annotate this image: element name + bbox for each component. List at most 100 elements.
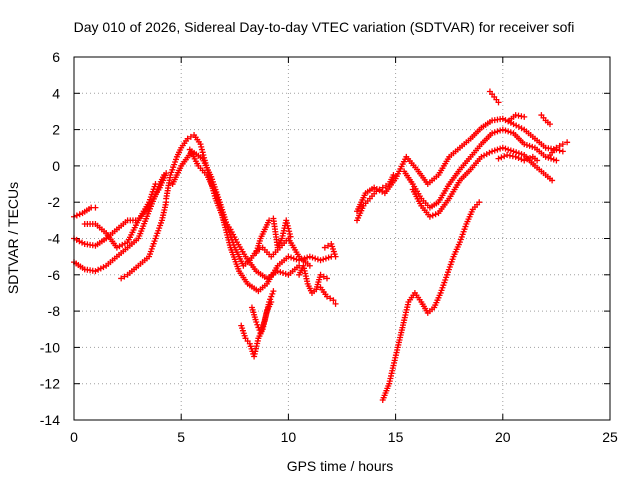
data-point <box>494 128 501 135</box>
data-point <box>491 129 498 136</box>
data-point <box>518 151 525 158</box>
data-point <box>286 230 293 237</box>
data-point <box>76 211 83 218</box>
data-point <box>163 170 170 177</box>
data-point <box>92 204 99 211</box>
y-tick-label: -14 <box>40 412 60 428</box>
series-track-23 <box>506 112 528 124</box>
data-point <box>268 293 275 300</box>
data-point <box>523 142 530 149</box>
data-point <box>489 148 496 155</box>
series-track-13 <box>317 284 339 307</box>
data-point <box>499 126 506 133</box>
series-track-1 <box>71 204 99 220</box>
series-track-18 <box>409 144 556 220</box>
series-track-15 <box>354 115 566 215</box>
data-point <box>548 155 555 162</box>
data-point <box>505 128 512 135</box>
data-point <box>198 146 205 153</box>
data-point <box>373 188 380 195</box>
series-track-12 <box>296 262 330 296</box>
data-point <box>306 262 313 269</box>
data-point <box>254 321 261 328</box>
data-point <box>121 273 128 280</box>
data-point <box>529 143 536 150</box>
data-point <box>507 129 514 136</box>
data-point <box>73 212 80 219</box>
y-tick-label: 0 <box>52 158 60 174</box>
series-track-17 <box>401 126 560 211</box>
data-point <box>285 253 292 260</box>
series-track-4 <box>81 170 170 251</box>
series-track-21 <box>495 152 541 164</box>
data-point <box>287 233 294 240</box>
series-track-10 <box>248 288 277 336</box>
data-point <box>317 257 324 264</box>
data-point <box>304 254 311 261</box>
data-point <box>270 288 277 295</box>
data-point <box>266 217 273 224</box>
data-point <box>290 255 297 262</box>
series-track-20 <box>486 88 502 106</box>
data-point <box>521 157 528 164</box>
y-tick-label: 4 <box>52 85 60 101</box>
series-track-11 <box>253 215 294 257</box>
data-point <box>559 141 566 148</box>
plot-frame <box>73 56 611 421</box>
data-point <box>556 142 563 149</box>
data-point <box>286 228 293 235</box>
data-point <box>379 184 386 191</box>
x-tick-label: 0 <box>70 429 78 445</box>
y-tick-label: -6 <box>48 267 61 283</box>
series-track-14 <box>321 240 339 260</box>
series-track-16 <box>354 171 397 224</box>
data-point <box>199 149 206 156</box>
data-point <box>550 156 557 163</box>
data-point <box>267 296 274 303</box>
x-tick-label: 20 <box>495 429 511 445</box>
data-point <box>564 139 571 146</box>
data-point <box>524 156 531 163</box>
data-point <box>309 254 316 261</box>
data-point <box>269 290 276 297</box>
series-track-24 <box>546 139 571 159</box>
x-axis-label: GPS time / hours <box>287 458 394 474</box>
data-point <box>518 156 525 163</box>
data-point <box>497 127 504 134</box>
data-point <box>253 318 260 325</box>
data-point <box>512 153 519 160</box>
x-tick-labels: 0 5 10 15 20 25 <box>70 429 618 445</box>
data-point <box>505 146 512 153</box>
data-point <box>288 254 295 261</box>
series-track-5 <box>118 199 170 282</box>
data-point <box>332 300 339 307</box>
y-tick-label: 2 <box>52 122 60 138</box>
series-track-8 <box>186 146 303 282</box>
y-tick-label: -8 <box>48 303 61 319</box>
data-point <box>321 244 328 251</box>
data-point <box>274 268 281 275</box>
data-point <box>491 147 498 154</box>
series-track-6 <box>163 132 335 295</box>
y-tick-label: -12 <box>40 376 60 392</box>
data-point <box>432 211 439 218</box>
data-point <box>283 220 290 227</box>
data-point <box>312 255 319 262</box>
data-point <box>495 155 502 162</box>
data-point <box>280 269 287 276</box>
data-point <box>553 144 560 151</box>
data-point <box>327 295 334 302</box>
data-point <box>198 143 205 150</box>
data-point <box>285 225 292 232</box>
data-point <box>553 157 560 164</box>
data-point <box>266 299 273 306</box>
y-tick-label: -2 <box>48 194 61 210</box>
data-point <box>390 171 397 178</box>
data-point <box>542 153 549 160</box>
data-point <box>293 256 300 263</box>
data-point <box>559 148 566 155</box>
y-tick-label: 6 <box>52 49 60 65</box>
y-tick-labels: -14 -12 -10 -8 -6 -4 -2 0 2 4 6 <box>40 49 60 428</box>
data-point <box>497 145 504 152</box>
series-track-9 <box>238 299 275 360</box>
